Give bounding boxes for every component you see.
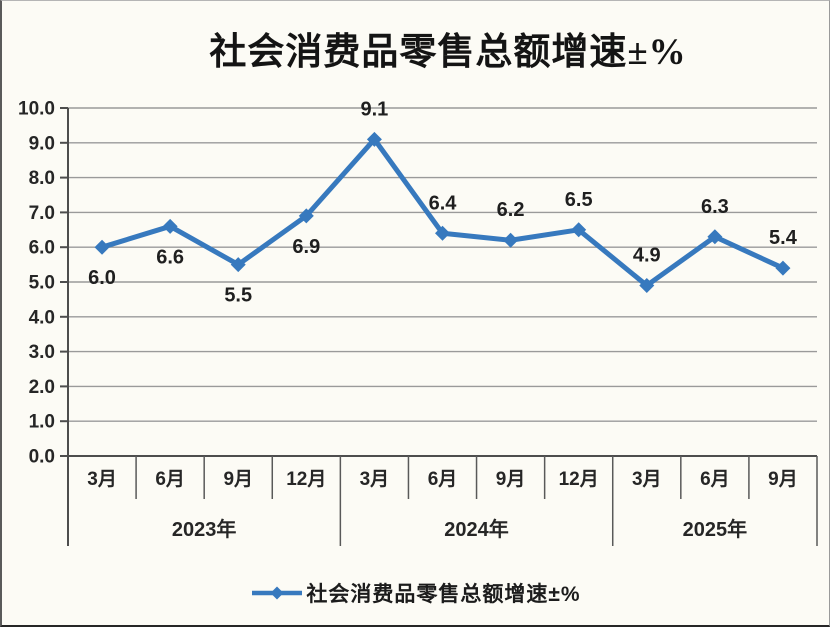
- data-label: 9.1: [361, 98, 389, 120]
- y-axis-label: 0.0: [29, 447, 55, 468]
- y-axis-label: 1.0: [29, 412, 55, 433]
- line-chart: 0.0 1.0 2.0 3.0 4.0 5.0 6.0 7.0 8.0 9.0 10.0 3月 6月 9月…: [18, 98, 818, 546]
- x-axis-month-label: 9月: [768, 469, 798, 490]
- x-axis-month-label: 3月: [632, 469, 662, 490]
- data-point-marker: [503, 232, 519, 248]
- x-axis-month-label: 12月: [559, 469, 599, 490]
- chart-title: 社会消费品零售总额增速±%: [209, 32, 687, 73]
- y-axis-label: 9.0: [29, 133, 55, 154]
- data-point-marker: [571, 222, 587, 238]
- legend: 社会消费品零售总额增速±%: [2, 578, 829, 608]
- y-axis-label: 3.0: [29, 342, 55, 363]
- y-axis-label: 7.0: [29, 203, 55, 224]
- x-axis-year-label: 2024年: [444, 517, 509, 541]
- x-axis-month-label: 6月: [155, 469, 185, 490]
- x-axis-year-label: 2025年: [683, 517, 748, 541]
- data-point-marker: [298, 208, 314, 224]
- x-axis-month-label: 3月: [360, 469, 390, 490]
- y-axis-label: 8.0: [29, 168, 55, 189]
- y-axis-label: 5.0: [29, 273, 55, 294]
- y-axis-label: 4.0: [29, 307, 55, 328]
- x-axis-month-label: 6月: [700, 469, 730, 490]
- data-label: 5.4: [769, 227, 798, 249]
- data-point-marker: [366, 131, 382, 147]
- data-label: 6.0: [88, 267, 116, 289]
- x-axis-month-label: 3月: [87, 469, 117, 490]
- x-axis-month-label: 9月: [223, 469, 253, 490]
- data-label: 5.5: [224, 285, 252, 307]
- data-point-marker: [639, 277, 655, 293]
- y-axis-label: 10.0: [18, 99, 55, 120]
- data-label: 6.9: [292, 236, 320, 258]
- x-axis-month-label: 9月: [496, 469, 526, 490]
- y-axis-label: 2.0: [29, 377, 55, 398]
- data-point-marker: [435, 225, 450, 241]
- data-point-marker: [230, 257, 246, 273]
- data-label: 6.4: [429, 192, 458, 214]
- legend-line-marker-icon: [252, 586, 303, 600]
- data-point-marker: [775, 260, 791, 276]
- y-axis-label: 6.0: [29, 238, 55, 259]
- data-point-marker: [707, 229, 723, 245]
- legend-label: 社会消费品零售总额增速±%: [306, 583, 581, 606]
- data-label: 6.6: [156, 246, 184, 268]
- x-axis-month-label: 6月: [428, 469, 458, 490]
- data-point-marker: [162, 218, 178, 234]
- data-label: 6.2: [497, 199, 525, 221]
- data-label: 6.3: [701, 196, 729, 218]
- x-axis-month-label: 12月: [286, 469, 326, 490]
- data-point-marker: [94, 239, 110, 255]
- data-label: 4.9: [633, 244, 661, 266]
- x-axis-year-label: 2023年: [172, 517, 237, 541]
- data-label: 6.5: [565, 189, 593, 211]
